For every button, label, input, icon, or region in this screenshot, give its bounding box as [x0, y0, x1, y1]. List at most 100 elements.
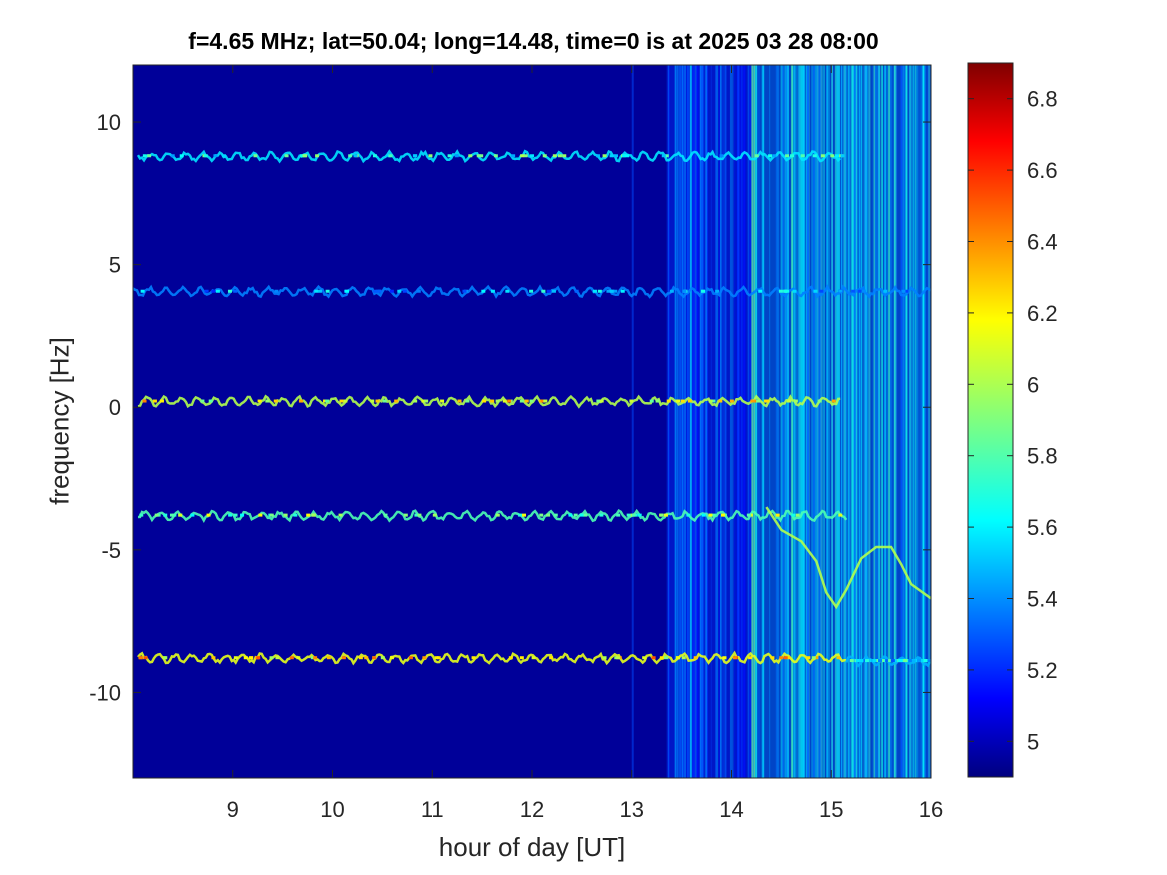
trace-speckle	[898, 659, 903, 663]
interference-stripe	[686, 65, 689, 778]
trace-speckle	[302, 154, 307, 158]
trace-speckle	[159, 399, 164, 403]
trace-speckle	[817, 399, 822, 403]
trace-speckle	[686, 513, 691, 517]
trace-speckle	[664, 656, 669, 660]
trace-speckle	[521, 513, 526, 517]
trace-speckle	[719, 154, 724, 158]
trace-speckle	[814, 656, 819, 660]
trace-speckle	[626, 513, 631, 517]
trace-speckle	[310, 656, 315, 660]
trace-speckle	[732, 656, 737, 660]
trace-speckle	[505, 289, 510, 293]
y-tick-label: 0	[109, 395, 121, 420]
y-tick-label: -10	[89, 680, 121, 705]
trace-speckle	[432, 513, 437, 517]
trace-speckle	[800, 154, 805, 158]
trace-speckle	[311, 513, 316, 517]
trace-speckle	[372, 154, 377, 158]
trace-speckle	[812, 154, 817, 158]
trace-speckle	[296, 656, 301, 660]
trace-speckle	[240, 513, 245, 517]
trace-speckle	[676, 399, 681, 403]
trace-speckle	[258, 513, 263, 517]
trace-speckle	[606, 289, 611, 293]
trace-speckle	[273, 399, 278, 403]
trace-speckle	[142, 154, 147, 158]
trace-speckle	[834, 154, 839, 158]
interference-stripe	[631, 65, 634, 778]
trace-speckle	[341, 656, 346, 660]
trace-speckle	[926, 659, 931, 663]
trace-speckle	[428, 154, 433, 158]
x-tick-label: 10	[320, 797, 344, 822]
trace-speckle	[468, 154, 473, 158]
trace-speckle	[531, 656, 536, 660]
trace-speckle	[602, 154, 607, 158]
trace-speckle	[609, 154, 614, 158]
trace-speckle	[549, 656, 554, 660]
trace-speckle	[440, 399, 445, 403]
noise-region	[751, 65, 931, 778]
trace-speckle	[756, 399, 761, 403]
trace-speckle	[345, 289, 350, 293]
trace-speckle	[274, 289, 279, 293]
x-tick-label: 11	[421, 797, 444, 822]
trace-speckle	[353, 154, 358, 158]
trace-speckle	[389, 289, 394, 293]
trace-speckle	[253, 154, 258, 158]
colorbar-tick-label: 6	[1027, 372, 1039, 397]
trace-speckle	[519, 656, 524, 660]
trace-speckle	[454, 154, 459, 158]
trace-speckle	[211, 656, 216, 660]
trace-speckle	[579, 513, 584, 517]
x-axis-label: hour of day [UT]	[438, 832, 626, 862]
trace-speckle	[768, 154, 773, 158]
trace-speckle	[507, 399, 512, 403]
trace-speckle	[326, 656, 331, 660]
trace-speckle	[883, 289, 888, 293]
trace-speckle	[215, 289, 220, 293]
doppler-trace	[137, 394, 841, 409]
trace-speckle	[416, 289, 421, 293]
trace-speckle	[669, 289, 674, 293]
trace-speckle	[552, 154, 557, 158]
trace-speckle	[502, 399, 507, 403]
trace-speckle	[403, 513, 408, 517]
trace-speckle	[711, 399, 716, 403]
trace-speckle	[283, 513, 288, 517]
trace-speckle	[422, 656, 427, 660]
interference-stripe	[751, 65, 753, 778]
trace-speckle	[901, 289, 906, 293]
trace-speckle	[424, 399, 429, 403]
trace-speckle	[687, 399, 692, 403]
trace-speckle	[325, 399, 330, 403]
trace-speckle	[434, 656, 439, 660]
colorbar-tick-label: 6.6	[1027, 158, 1058, 183]
trace-speckle	[529, 289, 534, 293]
trace-speckle	[770, 656, 775, 660]
trace-speckle	[718, 399, 723, 403]
trace-speckle	[649, 399, 654, 403]
trace-speckle	[152, 399, 157, 403]
trace-speckle	[666, 399, 671, 403]
trace-speckle	[637, 513, 642, 517]
trace-speckle	[783, 656, 788, 660]
trace-speckle	[257, 399, 262, 403]
trace-speckle	[599, 513, 604, 517]
trace-speckle	[529, 399, 534, 403]
trace-speckle	[857, 289, 862, 293]
trace-speckle	[681, 656, 686, 660]
noise-region	[666, 65, 754, 778]
trace-speckle	[314, 289, 319, 293]
trace-speckle	[417, 513, 422, 517]
trace-speckle	[413, 399, 418, 403]
trace-speckle	[874, 659, 879, 663]
trace-speckle	[838, 513, 843, 517]
trace-speckle	[190, 513, 195, 517]
colorbar-tick-label: 5.4	[1027, 587, 1058, 612]
trace-speckle	[786, 399, 791, 403]
y-tick-label: 10	[97, 110, 121, 135]
trace-speckle	[508, 656, 513, 660]
trace-speckle	[228, 513, 233, 517]
